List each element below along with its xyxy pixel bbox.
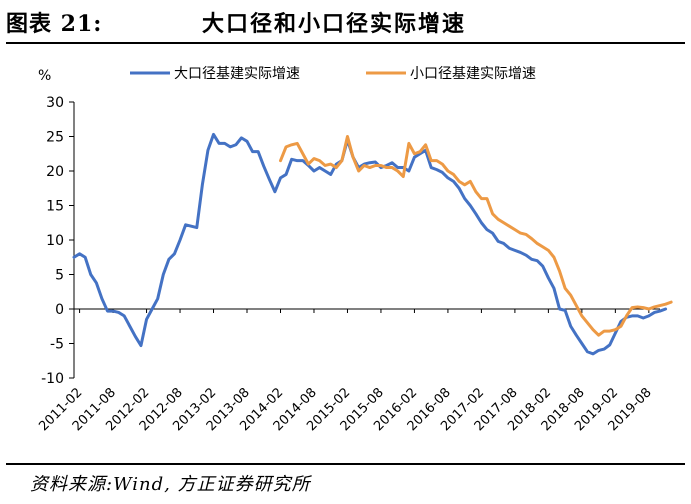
y-tick-label: 10 [46,233,64,249]
source-note: 资料来源:Wind, 方正证券研究所 [30,474,311,495]
y-tick-label: 5 [55,268,64,284]
y-tick-label: 20 [46,164,64,180]
y-tick-label: -10 [41,371,64,387]
series-lines [72,132,673,356]
legend-label-small: 小口径基建实际增速 [410,65,536,82]
figure-header: 图表 21: 大口径和小口径实际增速 [6,2,685,38]
y-tick-label: 15 [46,199,64,215]
legend: 大口径基建实际增速 小口径基建实际增速 [130,65,536,82]
y-tick-label: 25 [46,130,64,146]
y-tick-label: 30 [46,95,64,111]
series-line-large-caliber [72,132,668,356]
series-line-small-caliber [279,135,673,337]
figure-label: 图表 21: [6,11,103,37]
y-tick-label: 0 [55,302,64,318]
y-axis-unit: % [38,68,51,84]
bottom-rule [6,463,685,465]
legend-label-large: 大口径基建实际增速 [174,65,300,82]
top-rule [6,42,685,44]
figure-title: 大口径和小口径实际增速 [202,11,467,37]
y-tick-label: -5 [50,337,64,353]
